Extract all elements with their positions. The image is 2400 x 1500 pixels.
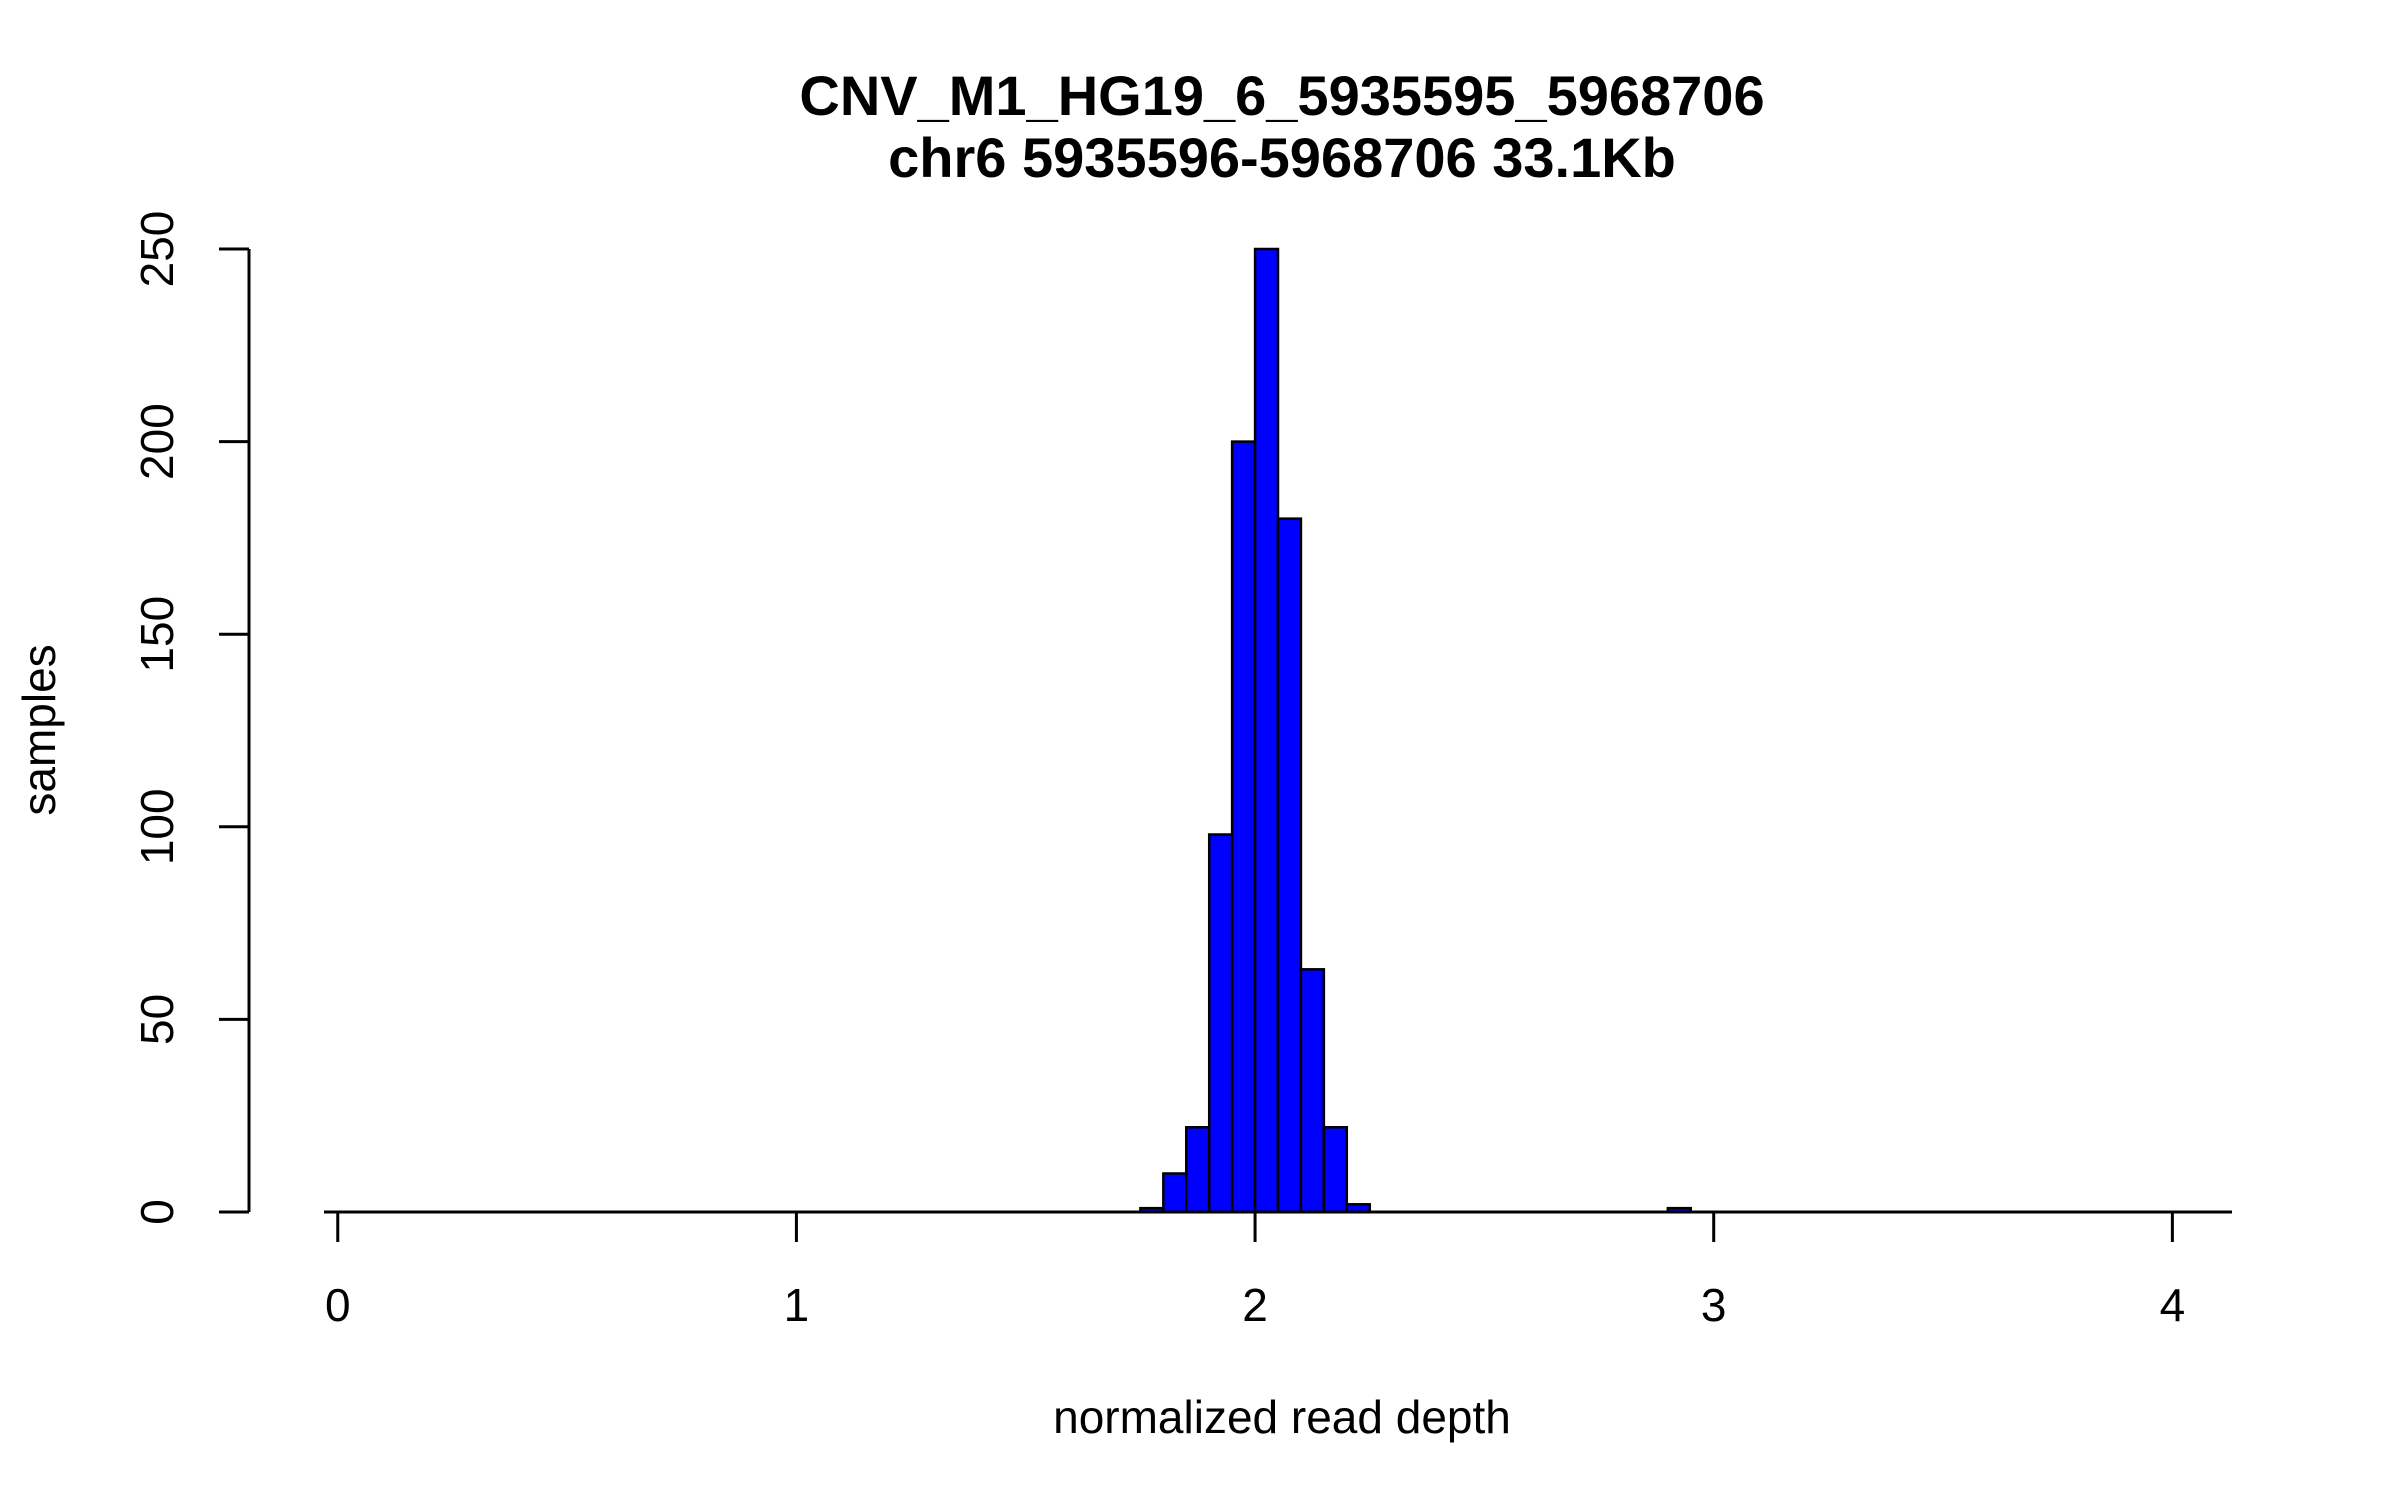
histogram-bar-7 — [1299, 968, 1326, 1214]
y-tick-label-50: 50 — [131, 994, 183, 1045]
x-axis: 0 1 2 3 4 — [325, 1210, 2185, 1331]
histogram-bar-1 — [1162, 1172, 1188, 1214]
x-tick-label-3: 3 — [1701, 1279, 1727, 1331]
histogram-bar-8 — [1322, 1126, 1349, 1214]
y-tick-label-150: 150 — [131, 596, 183, 673]
x-tick-label-2: 2 — [1242, 1279, 1268, 1331]
x-tick-label-1: 1 — [784, 1279, 810, 1331]
y-tick-label-250: 250 — [131, 211, 183, 288]
y-axis: 0 50 100 150 200 250 — [131, 211, 251, 1225]
y-tick-label-0: 0 — [131, 1199, 183, 1225]
chart-title: CNV_M1_HG19_6_5935595_5968706 — [799, 64, 1764, 127]
chart-subtitle: chr6 5935596-5968706 33.1Kb — [888, 126, 1676, 189]
y-ticks-group: 0 50 100 150 200 250 — [131, 211, 249, 1225]
x-tick-label-0: 0 — [325, 1279, 351, 1331]
x-tick-label-4: 4 — [2160, 1279, 2186, 1331]
histogram-bar-3 — [1207, 833, 1234, 1214]
y-axis-label: samples — [13, 644, 65, 815]
x-axis-label: normalized read depth — [1053, 1391, 1511, 1443]
bars-group — [1139, 247, 1693, 1214]
y-tick-label-200: 200 — [131, 403, 183, 480]
x-ticks-group: 0 1 2 3 4 — [325, 1212, 2185, 1331]
histogram-bar-2 — [1185, 1126, 1211, 1214]
histogram-bar-5 — [1253, 247, 1280, 1214]
histogram-bar-6 — [1276, 517, 1303, 1214]
y-tick-label-100: 100 — [131, 788, 183, 865]
histogram-bar-4 — [1230, 440, 1257, 1214]
